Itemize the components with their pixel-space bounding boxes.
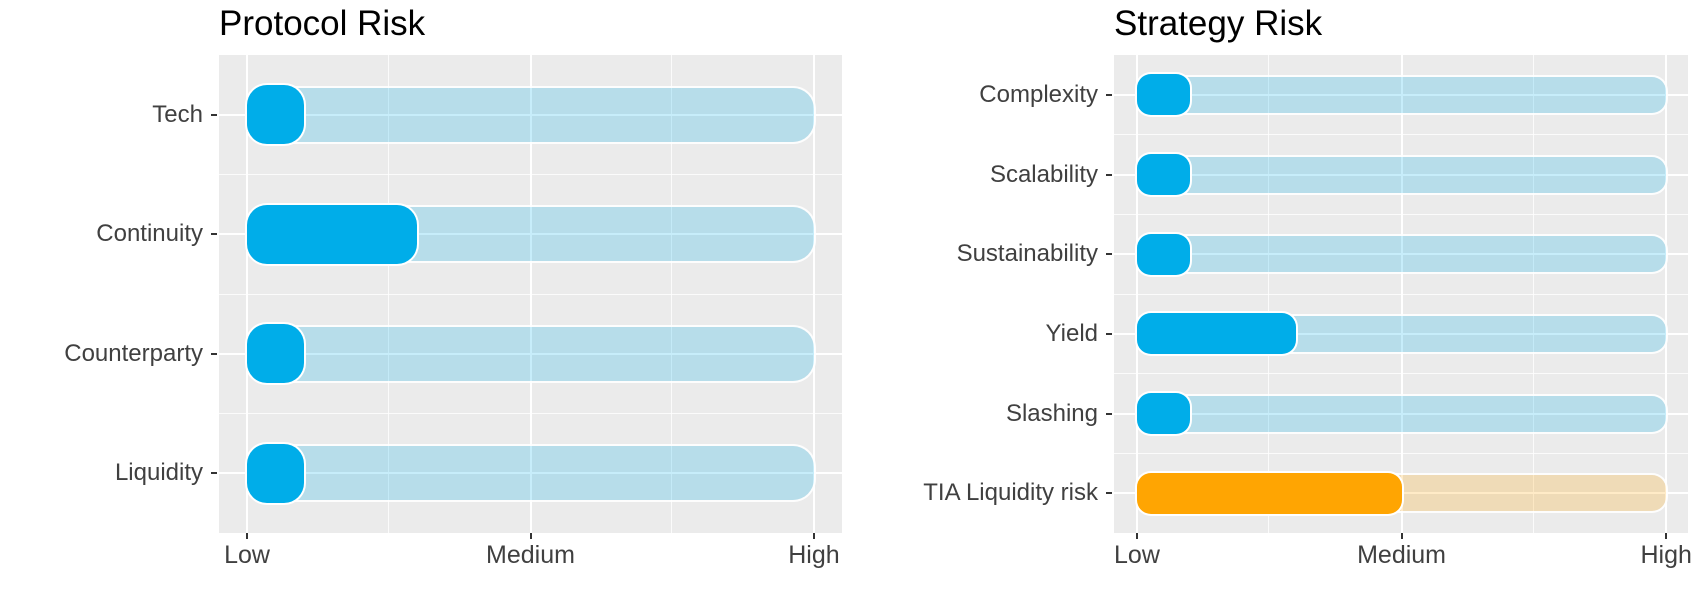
gridline [1114,332,1688,335]
gridline [1114,253,1688,256]
category-label: Yield [1045,319,1098,347]
bar-value [247,85,304,145]
bar-value [1136,154,1190,195]
x-axis-tick-mark [812,533,815,539]
category-label: Slashing [1005,399,1098,427]
bar-track [1136,236,1667,273]
bar-value [247,443,304,503]
bar-track [247,87,814,142]
gridline [1114,452,1688,454]
category-label: Scalability [989,160,1098,188]
x-axis-tick-mark [246,533,249,539]
bar-value [247,204,418,264]
x-axis-tick-mark [1400,533,1403,539]
gridline [219,113,842,116]
bar-value [1136,74,1190,116]
x-axis-tick-label: Low [224,541,270,569]
bar-track [1136,76,1667,113]
x-axis-tick-label: Medium [486,541,575,569]
x-axis-tick-label: Medium [1357,541,1447,569]
category-label: TIA Liquidity risk [923,479,1098,507]
gridline [1114,373,1688,375]
x-axis-tick-label: High [788,541,840,569]
bar-track [247,326,814,381]
bar-track [1136,395,1667,432]
bar-value [1136,393,1190,434]
chart-title: Protocol Risk [219,4,426,43]
bar-track [1136,156,1667,193]
category-label: Counterparty [64,339,203,367]
x-axis-tick-mark [1135,533,1138,539]
bar-value [1136,472,1402,514]
category-label: Liquidity [114,459,203,487]
gridline [1114,213,1688,215]
gridline [219,293,842,295]
y-axis-tick-mark [211,472,217,475]
gridline [1114,293,1688,295]
gridline [219,174,842,175]
category-label: Sustainability [956,240,1098,268]
plot-panel [219,55,842,533]
gridline [1114,134,1688,136]
plot-panel [1114,55,1688,533]
y-axis-tick-mark [1106,332,1112,335]
x-axis-tick-label: High [1640,541,1692,569]
y-axis-tick-mark [1106,173,1112,176]
y-axis-tick-mark [1106,412,1112,415]
y-axis-tick-mark [211,113,217,116]
bar-track [247,446,814,501]
chart-title: Strategy Risk [1114,4,1323,43]
gridline [219,413,842,414]
gridline [1114,412,1688,415]
gridline [219,352,842,355]
category-label: Continuity [96,220,203,248]
y-axis-tick-mark [1106,492,1112,495]
y-axis-tick-mark [1106,253,1112,256]
bar-value [1136,313,1296,355]
y-axis-tick-mark [211,233,217,236]
y-axis-tick-mark [1106,93,1112,96]
gridline [219,472,842,475]
gridline [1114,173,1688,176]
gridline [1114,93,1688,96]
x-axis-tick-mark [1665,533,1668,539]
y-axis-tick-mark [211,352,217,355]
x-axis-tick-mark [529,533,532,539]
category-label: Tech [152,100,203,128]
bar-value [247,324,304,384]
x-axis-tick-label: Low [1114,541,1160,569]
gridline [219,233,842,236]
bar-value [1136,233,1190,275]
category-label: Complexity [979,80,1098,108]
